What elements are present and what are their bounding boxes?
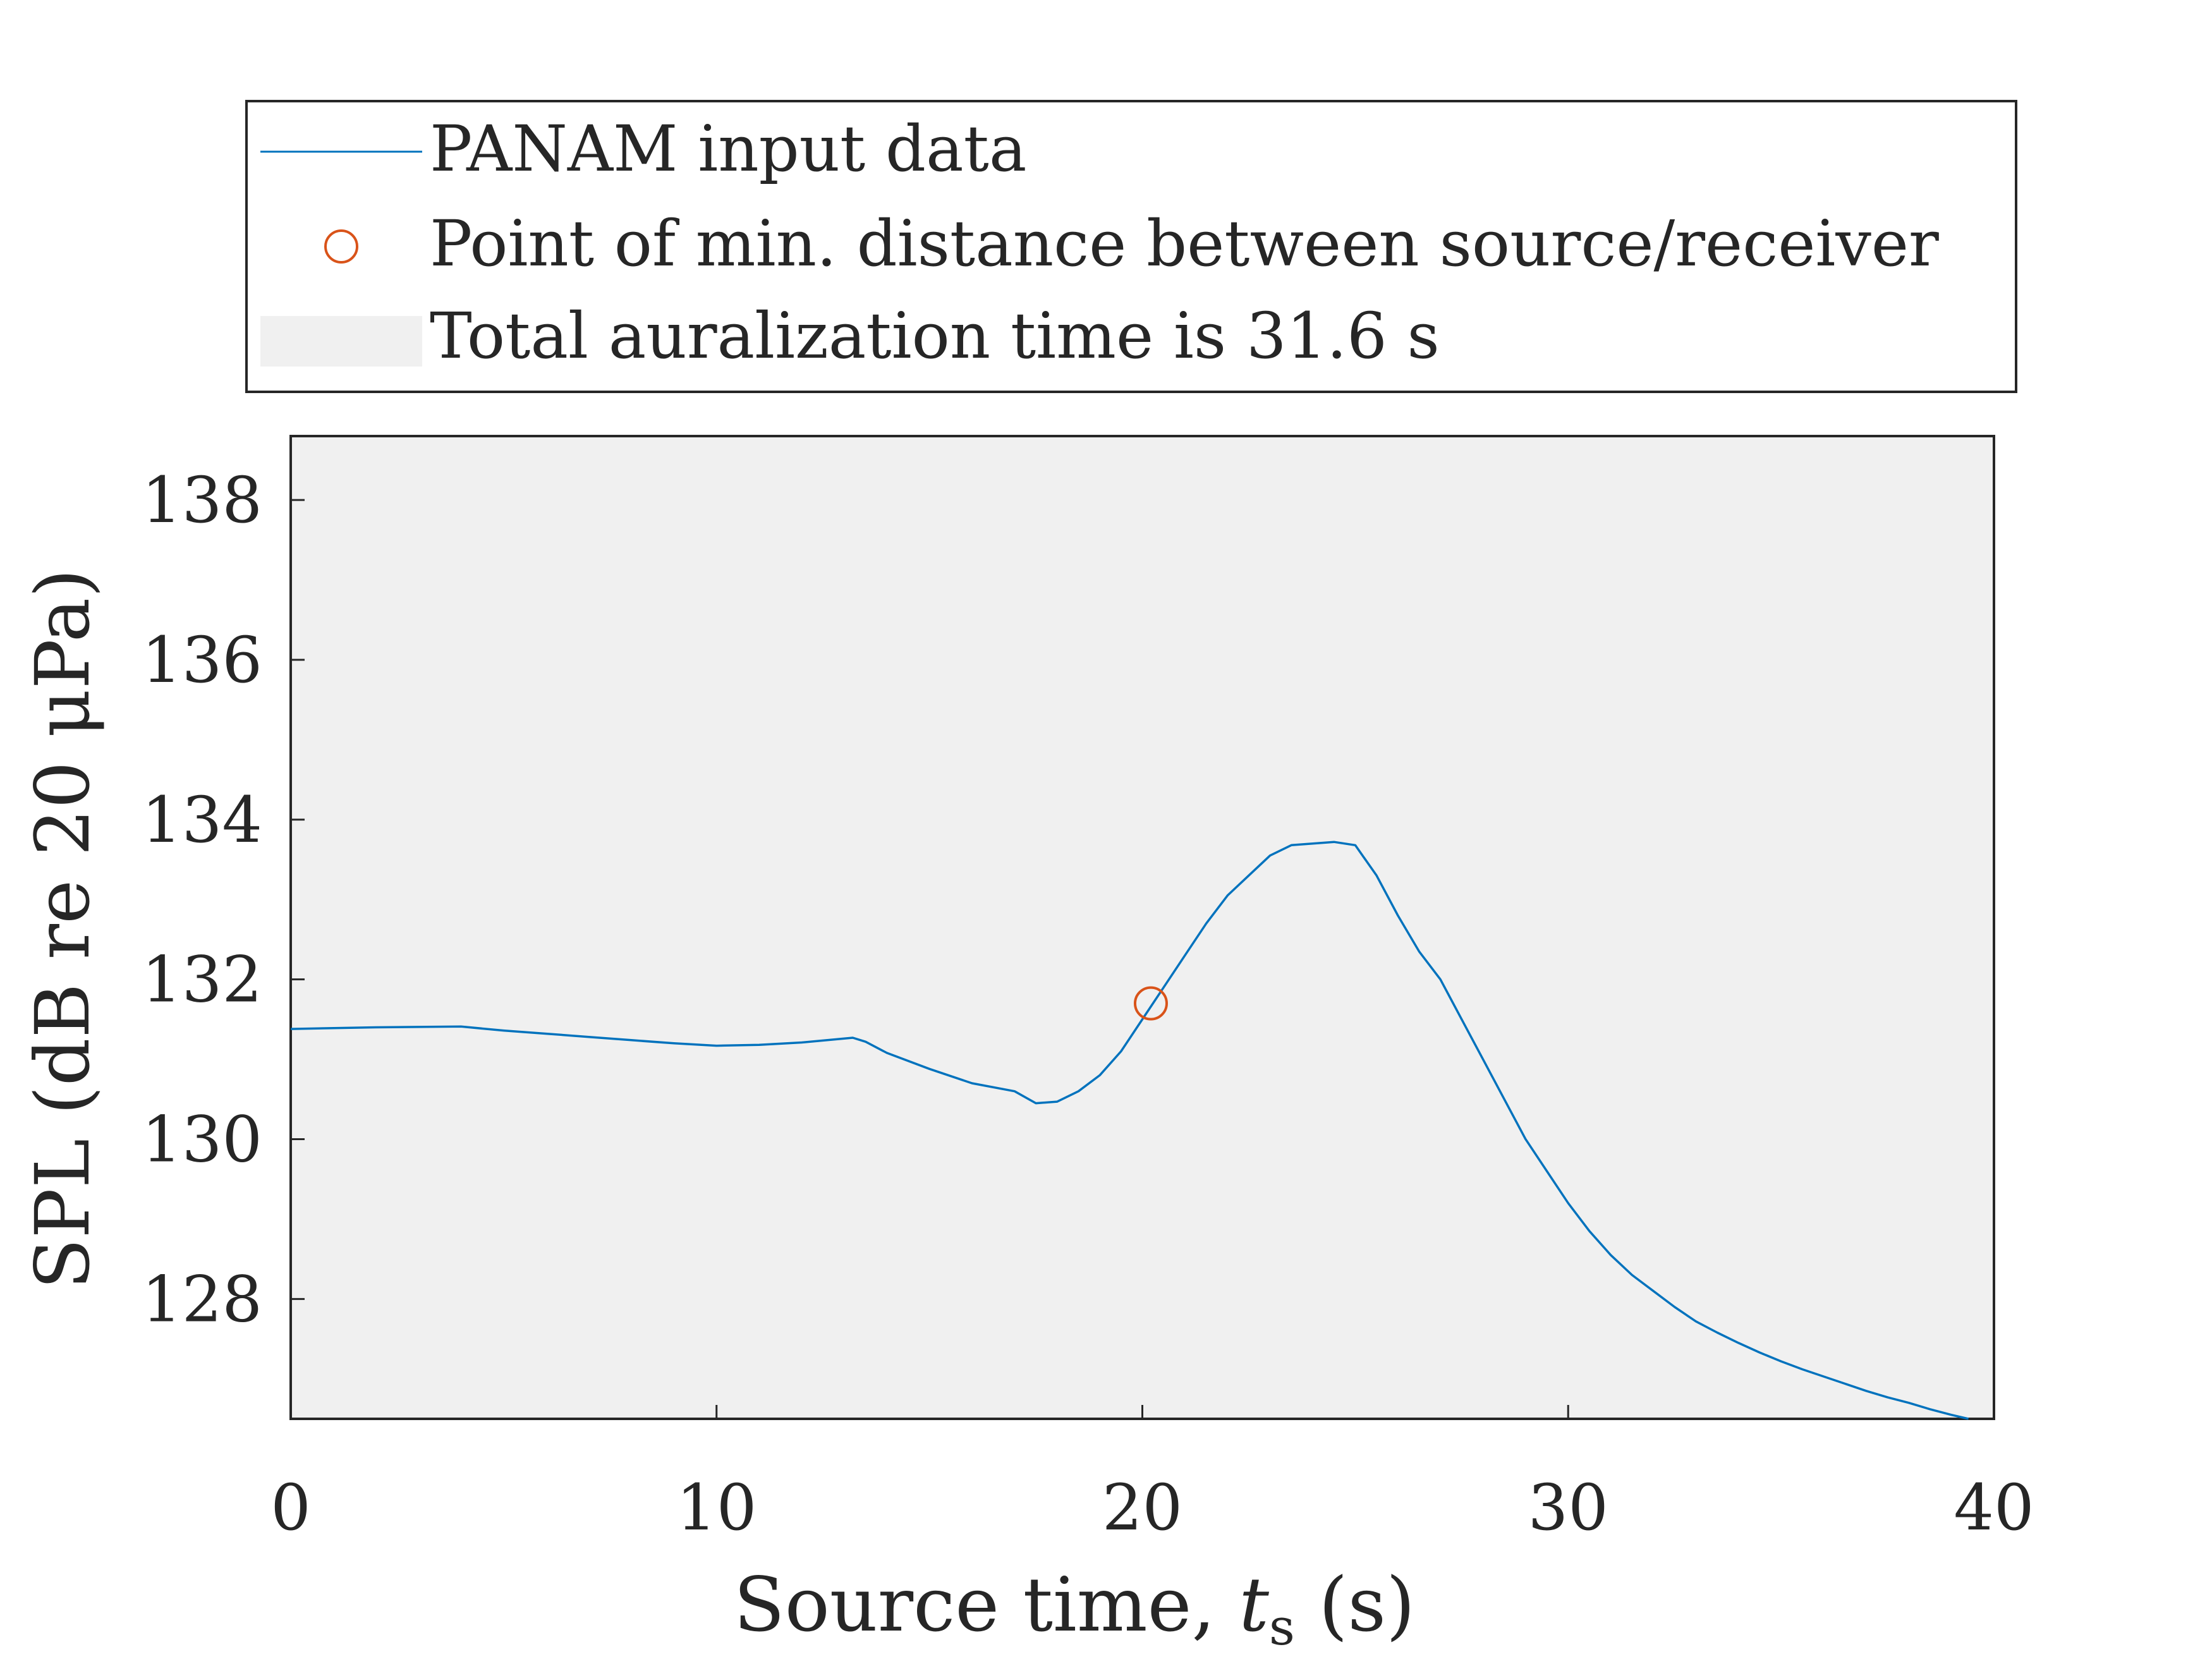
y-tick-label: 134 [142,783,262,857]
series-layer [290,841,1969,1420]
x-tick-label: 40 [1954,1471,2034,1545]
y-tick-label: 128 [142,1262,262,1336]
legend-swatch-circle [324,229,358,264]
legend: PANAM input data Point of min. distance … [245,100,2017,393]
y-tick-label: 138 [142,463,262,537]
x-tick-label: 0 [270,1471,311,1545]
legend-swatch-patch [260,316,422,367]
series-line-panam [290,841,1969,1420]
x-tick-label: 10 [676,1471,757,1545]
x-axis-label-unit: (s) [1295,1561,1415,1648]
legend-label-min-distance: Point of min. distance between source/re… [430,207,1939,281]
y-tick-label: 132 [142,943,262,1017]
x-axis-label-symbol: t [1239,1561,1270,1648]
x-tick-label: 20 [1102,1471,1182,1545]
y-tick-label: 136 [142,623,262,697]
legend-frame [245,100,2017,393]
y-tick-label: 130 [142,1103,262,1177]
x-axis-label-subscript: s [1269,1598,1295,1656]
min-distance-marker [1133,986,1168,1021]
legend-label-auralization: Total auralization time is 31.6 s [430,299,1440,373]
x-tick-label: 30 [1528,1471,1608,1545]
x-axis-label: Source time, ts (s) [734,1561,1415,1656]
y-axis-label: SPL (dB re 20 μPa) [19,569,106,1289]
plot-background-shade [291,436,1994,1419]
legend-label-panam: PANAM input data [430,112,1026,186]
axes: 0 10 20 30 40 128 130 132 134 136 138 [142,435,2034,1545]
